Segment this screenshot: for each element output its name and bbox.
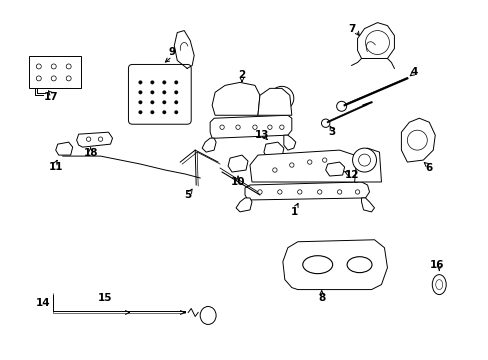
- Polygon shape: [210, 115, 291, 138]
- Text: 7: 7: [347, 24, 355, 33]
- Polygon shape: [282, 240, 386, 289]
- Polygon shape: [354, 148, 381, 182]
- Polygon shape: [325, 162, 344, 176]
- Polygon shape: [202, 138, 216, 152]
- Circle shape: [138, 81, 142, 84]
- Polygon shape: [77, 132, 112, 147]
- Polygon shape: [212, 82, 260, 115]
- Text: 9: 9: [168, 48, 176, 58]
- Circle shape: [174, 111, 178, 114]
- Text: 17: 17: [43, 92, 58, 102]
- Polygon shape: [227, 155, 247, 172]
- Text: 2: 2: [238, 71, 245, 80]
- Polygon shape: [357, 23, 394, 58]
- Circle shape: [162, 91, 166, 94]
- Polygon shape: [401, 118, 434, 162]
- Text: 8: 8: [317, 293, 325, 302]
- Text: 5: 5: [184, 190, 191, 200]
- Circle shape: [174, 100, 178, 104]
- Text: 11: 11: [48, 162, 63, 172]
- Polygon shape: [265, 162, 277, 172]
- Circle shape: [138, 111, 142, 114]
- FancyBboxPatch shape: [128, 64, 191, 124]
- Polygon shape: [264, 142, 283, 160]
- Circle shape: [352, 148, 376, 172]
- Circle shape: [138, 91, 142, 94]
- Polygon shape: [361, 198, 374, 212]
- Text: 6: 6: [425, 163, 432, 173]
- Text: 13: 13: [254, 130, 268, 140]
- Circle shape: [138, 100, 142, 104]
- Polygon shape: [283, 135, 295, 150]
- Circle shape: [336, 101, 346, 111]
- Circle shape: [174, 91, 178, 94]
- Circle shape: [162, 81, 166, 84]
- Text: 15: 15: [98, 293, 113, 302]
- Polygon shape: [236, 198, 251, 212]
- Text: 12: 12: [344, 170, 358, 180]
- Circle shape: [150, 91, 154, 94]
- Polygon shape: [249, 150, 357, 182]
- Circle shape: [150, 81, 154, 84]
- Circle shape: [321, 119, 329, 127]
- Polygon shape: [56, 142, 73, 155]
- Circle shape: [269, 86, 293, 110]
- Polygon shape: [244, 182, 369, 200]
- Text: 3: 3: [327, 127, 335, 137]
- Text: 1: 1: [290, 207, 298, 217]
- Circle shape: [162, 111, 166, 114]
- Circle shape: [174, 81, 178, 84]
- Text: 10: 10: [230, 177, 245, 187]
- Ellipse shape: [200, 306, 216, 324]
- Text: 4: 4: [410, 67, 417, 77]
- Circle shape: [150, 100, 154, 104]
- Circle shape: [150, 111, 154, 114]
- Polygon shape: [258, 88, 291, 115]
- FancyBboxPatch shape: [29, 57, 81, 88]
- Ellipse shape: [431, 275, 446, 294]
- Text: 14: 14: [36, 297, 50, 307]
- Text: 18: 18: [83, 148, 98, 158]
- Circle shape: [162, 100, 166, 104]
- Text: 16: 16: [429, 260, 444, 270]
